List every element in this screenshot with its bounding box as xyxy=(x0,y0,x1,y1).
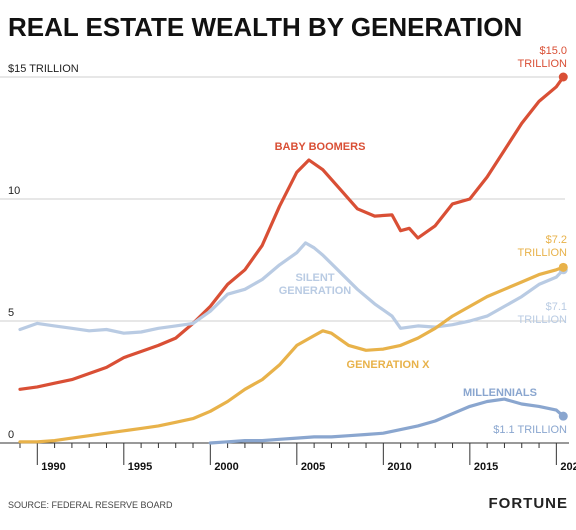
x-tick-label: 2015 xyxy=(474,461,498,473)
y-axis: 0 5 10 $15 TRILLION xyxy=(8,63,79,441)
series-end-dot xyxy=(558,411,568,421)
chart-title: REAL ESTATE WEALTH BY GENERATION xyxy=(8,12,522,42)
x-tick-label: 2020 xyxy=(560,461,576,473)
x-tick-label: 2005 xyxy=(301,461,325,473)
source-note: SOURCE: FEDERAL RESERVE BOARD xyxy=(8,500,173,510)
end-value-label: TRILLION xyxy=(517,314,567,326)
series-label: GENERATION xyxy=(279,285,352,297)
series-line-1 xyxy=(18,241,565,335)
end-value-label: $15.0 xyxy=(539,45,567,57)
series-line-3 xyxy=(208,397,565,445)
series-label: MILLENNIALS xyxy=(463,387,537,399)
series-end-dot xyxy=(558,72,568,82)
series-label: BABY BOOMERS xyxy=(275,141,366,153)
y-tick-label: 0 xyxy=(8,429,14,441)
x-axis: 1990 1995 2000 2005 2010 2015 2020 xyxy=(0,442,576,473)
end-value-label: $7.2 xyxy=(546,234,567,246)
end-value-label: $7.1 xyxy=(546,301,567,313)
x-tick-label: 1990 xyxy=(41,461,65,473)
series-line-2 xyxy=(18,265,565,444)
x-tick-label: 2010 xyxy=(387,461,411,473)
series-lines xyxy=(18,72,568,445)
y-tick-label: $15 TRILLION xyxy=(8,63,79,75)
end-value-label: TRILLION xyxy=(517,247,567,259)
series-label: SILENT xyxy=(295,272,334,284)
series-line-0 xyxy=(18,75,565,391)
y-tick-label: 10 xyxy=(8,185,20,197)
end-value-label: TRILLION xyxy=(517,58,567,70)
y-tick-label: 5 xyxy=(8,307,14,319)
x-tick-label: 1995 xyxy=(128,461,152,473)
brand-logo: FORTUNE xyxy=(489,495,569,512)
series-end-dot xyxy=(558,262,568,272)
series-label: GENERATION X xyxy=(347,359,431,371)
end-value-label: $1.1 TRILLION xyxy=(493,424,567,436)
x-tick-label: 2000 xyxy=(214,461,238,473)
